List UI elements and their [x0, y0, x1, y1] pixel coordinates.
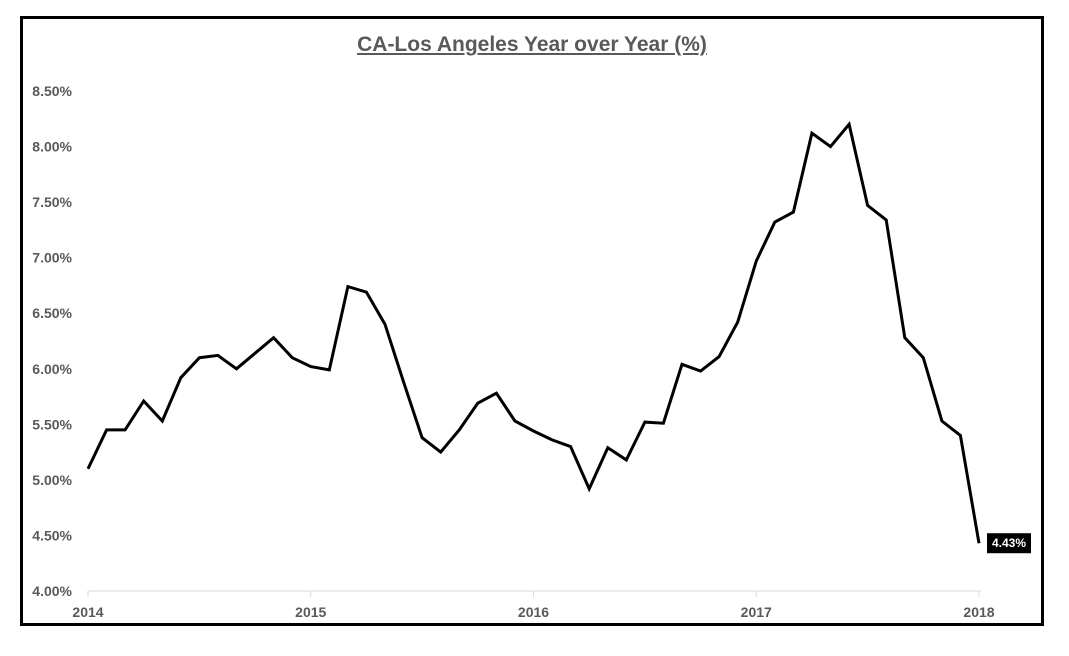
series-line	[86, 121, 981, 544]
y-tick-label: 4.50%	[32, 527, 72, 543]
x-tick-label: 2017	[741, 604, 772, 620]
y-tick-label: 6.00%	[32, 361, 72, 377]
y-tick-label: 8.00%	[32, 139, 72, 155]
y-tick-label: 4.00%	[32, 583, 72, 599]
data-label-box	[987, 533, 1031, 554]
y-tick-label: 7.50%	[32, 194, 72, 210]
y-tick-label: 8.50%	[32, 83, 72, 99]
x-tick-label: 2016	[518, 604, 549, 620]
y-tick-label: 7.00%	[32, 250, 72, 266]
x-tick-label: 2018	[963, 604, 994, 620]
y-tick-label: 6.50%	[32, 305, 72, 321]
y-tick-label: 5.00%	[32, 472, 72, 488]
chart-title: CA-Los Angeles Year over Year (%)	[357, 33, 707, 56]
chart-frame: CA-Los Angeles Year over Year (%)	[20, 16, 1044, 626]
x-tick-label: 2014	[72, 604, 103, 620]
y-tick-label: 5.50%	[32, 416, 72, 432]
x-tick-label: 2015	[295, 604, 326, 620]
data-label: 4.43%	[992, 536, 1026, 550]
